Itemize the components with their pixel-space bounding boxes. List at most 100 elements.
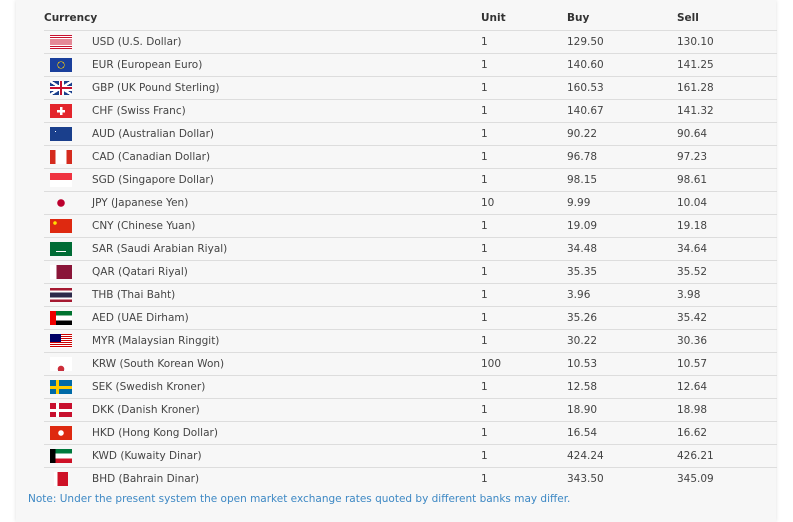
flag-cell [44, 168, 92, 192]
sell-rate: 90.64 [677, 122, 777, 146]
currency-unit: 1 [481, 76, 567, 100]
flag-cell [44, 352, 92, 376]
currency-name: SEK (Swedish Kroner) [92, 375, 481, 399]
currency-unit: 1 [481, 467, 567, 490]
sg-flag-icon [50, 173, 72, 187]
flag-cell [44, 30, 92, 54]
currency-unit: 1 [481, 122, 567, 146]
flag-cell [44, 99, 92, 123]
hk-flag-icon [50, 426, 72, 440]
flag-cell [44, 191, 92, 215]
table-row: CAD (Canadian Dollar) 1 96.78 97.23 [44, 145, 777, 169]
currency-unit: 1 [481, 145, 567, 169]
sell-rate: 345.09 [677, 467, 777, 490]
exchange-rate-table: Currency Unit Buy Sell USD (U.S. Dollar)… [44, 6, 777, 490]
currency-unit: 100 [481, 352, 567, 376]
currency-unit: 1 [481, 329, 567, 353]
kr-flag-icon [50, 357, 72, 371]
buy-rate: 34.48 [567, 237, 677, 261]
sell-rate: 3.98 [677, 283, 777, 307]
jp-flag-icon [50, 196, 72, 210]
sell-rate: 16.62 [677, 421, 777, 445]
buy-rate: 19.09 [567, 214, 677, 238]
buy-rate: 12.58 [567, 375, 677, 399]
header-currency: Currency [44, 12, 98, 24]
th-flag-icon [50, 288, 72, 302]
currency-unit: 1 [481, 53, 567, 77]
flag-cell [44, 145, 92, 169]
currency-name: MYR (Malaysian Ringgit) [92, 329, 481, 353]
us-flag-icon [50, 35, 72, 49]
table-row: GBP (UK Pound Sterling) 1 160.53 161.28 [44, 76, 777, 100]
buy-rate: 30.22 [567, 329, 677, 353]
buy-rate: 3.96 [567, 283, 677, 307]
currency-unit: 10 [481, 191, 567, 215]
sa-flag-icon [50, 242, 72, 256]
exchange-rate-card: Currency Unit Buy Sell USD (U.S. Dollar)… [16, 0, 777, 522]
flag-cell [44, 76, 92, 100]
table-row: BHD (Bahrain Dinar) 1 343.50 345.09 [44, 467, 777, 490]
buy-rate: 10.53 [567, 352, 677, 376]
flag-cell [44, 122, 92, 146]
header-sell: Sell [677, 12, 699, 24]
buy-rate: 129.50 [567, 30, 677, 54]
ch-flag-icon [50, 104, 72, 118]
table-row: JPY (Japanese Yen) 10 9.99 10.04 [44, 191, 777, 215]
table-row: HKD (Hong Kong Dollar) 1 16.54 16.62 [44, 421, 777, 445]
dk-flag-icon [50, 403, 72, 417]
sell-rate: 141.25 [677, 53, 777, 77]
currency-unit: 1 [481, 99, 567, 123]
sell-rate: 97.23 [677, 145, 777, 169]
sell-rate: 426.21 [677, 444, 777, 468]
flag-cell [44, 214, 92, 238]
my-flag-icon [50, 334, 72, 348]
disclaimer-note: Note: Under the present system the open … [28, 493, 571, 505]
table-row: SGD (Singapore Dollar) 1 98.15 98.61 [44, 168, 777, 192]
sell-rate: 10.04 [677, 191, 777, 215]
buy-rate: 424.24 [567, 444, 677, 468]
buy-rate: 343.50 [567, 467, 677, 490]
table-row: THB (Thai Baht) 1 3.96 3.98 [44, 283, 777, 307]
sell-rate: 98.61 [677, 168, 777, 192]
currency-name: HKD (Hong Kong Dollar) [92, 421, 481, 445]
flag-cell [44, 260, 92, 284]
kw-flag-icon [50, 449, 72, 463]
sell-rate: 30.36 [677, 329, 777, 353]
header-buy: Buy [567, 12, 590, 24]
eu-flag-icon [50, 58, 72, 72]
currency-name: DKK (Danish Kroner) [92, 398, 481, 422]
ca-flag-icon [50, 150, 72, 164]
currency-name: EUR (European Euro) [92, 53, 481, 77]
currency-name: KRW (South Korean Won) [92, 352, 481, 376]
buy-rate: 35.35 [567, 260, 677, 284]
currency-name: SAR (Saudi Arabian Riyal) [92, 237, 481, 261]
buy-rate: 35.26 [567, 306, 677, 330]
buy-rate: 90.22 [567, 122, 677, 146]
currency-unit: 1 [481, 214, 567, 238]
flag-cell [44, 306, 92, 330]
table-header: Currency Unit Buy Sell [44, 6, 777, 31]
flag-cell [44, 237, 92, 261]
currency-name: JPY (Japanese Yen) [92, 191, 481, 215]
currency-unit: 1 [481, 260, 567, 284]
currency-unit: 1 [481, 168, 567, 192]
currency-unit: 1 [481, 283, 567, 307]
table-row: AUD (Australian Dollar) 1 90.22 90.64 [44, 122, 777, 146]
sell-rate: 19.18 [677, 214, 777, 238]
sell-rate: 12.64 [677, 375, 777, 399]
currency-name: THB (Thai Baht) [92, 283, 481, 307]
table-row: KWD (Kuwaity Dinar) 1 424.24 426.21 [44, 444, 777, 468]
buy-rate: 98.15 [567, 168, 677, 192]
table-row: SAR (Saudi Arabian Riyal) 1 34.48 34.64 [44, 237, 777, 261]
table-row: KRW (South Korean Won) 100 10.53 10.57 [44, 352, 777, 376]
currency-name: AUD (Australian Dollar) [92, 122, 481, 146]
currency-name: CHF (Swiss Franc) [92, 99, 481, 123]
currency-unit: 1 [481, 306, 567, 330]
sell-rate: 10.57 [677, 352, 777, 376]
currency-name: SGD (Singapore Dollar) [92, 168, 481, 192]
table-row: AED (UAE Dirham) 1 35.26 35.42 [44, 306, 777, 330]
flag-cell [44, 329, 92, 353]
currency-unit: 1 [481, 398, 567, 422]
currency-name: QAR (Qatari Riyal) [92, 260, 481, 284]
qa-flag-icon [50, 265, 72, 279]
